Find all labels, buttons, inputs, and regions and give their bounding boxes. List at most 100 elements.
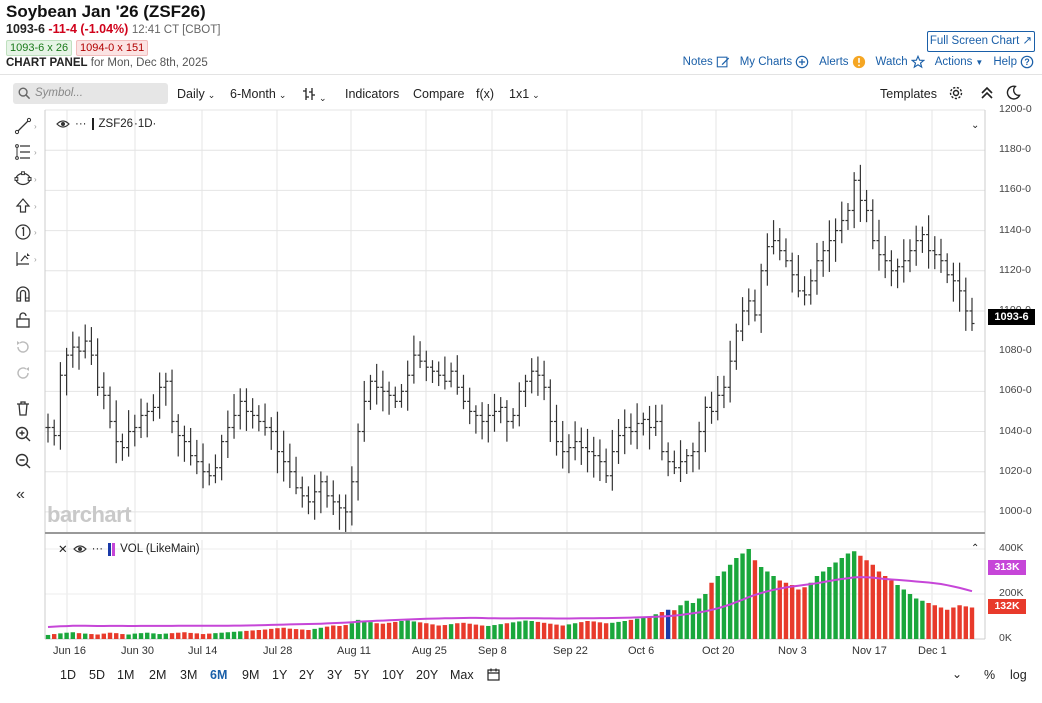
undo-button[interactable] — [14, 337, 38, 357]
volume-bar — [802, 587, 807, 639]
delete-button[interactable] — [14, 398, 38, 418]
help-link[interactable]: Help ? — [993, 55, 1034, 69]
eye-icon[interactable] — [56, 119, 70, 129]
period-6m[interactable]: 6M — [210, 668, 228, 682]
indicators-button[interactable]: Indicators — [345, 87, 400, 101]
range-dropdown[interactable]: 6-Month ⌄ — [230, 87, 286, 101]
volume-bar — [176, 632, 181, 639]
ohlc-bar — [814, 242, 820, 295]
zoom-out-button[interactable] — [14, 451, 38, 471]
period-max[interactable]: Max — [450, 668, 474, 682]
annotation-tool[interactable]: › — [14, 222, 38, 242]
volume-bars — [45, 549, 975, 639]
trend-line-tool[interactable]: › — [14, 116, 38, 136]
volume-bar — [535, 621, 541, 639]
volume-legend[interactable]: ✕ ··· VOL (LikeMain) — [58, 542, 200, 556]
volume-bar — [665, 609, 671, 639]
period-5y[interactable]: 5Y — [354, 668, 370, 682]
more-options-icon[interactable]: ··· — [75, 118, 87, 130]
trash-icon — [17, 401, 29, 416]
period-2m[interactable]: 2M — [149, 668, 167, 682]
ohlc-bar — [355, 423, 361, 501]
fx-button[interactable]: f(x) — [476, 87, 495, 101]
volume-bar — [913, 598, 919, 639]
ohlc-bar — [330, 480, 336, 515]
last-price: 1093-6 — [6, 22, 45, 36]
arrow-tool[interactable]: › — [14, 196, 38, 216]
period-1d[interactable]: 1D — [60, 668, 76, 682]
period-2y[interactable]: 2Y — [299, 668, 315, 682]
close-icon[interactable]: ✕ — [58, 544, 68, 556]
redo-button[interactable] — [14, 363, 38, 383]
volume-bar — [163, 633, 169, 639]
legend-collapse-icon[interactable]: ⌄ — [971, 120, 980, 131]
ohlc-bar — [448, 362, 454, 388]
compare-button[interactable]: Compare — [413, 87, 465, 101]
ohlc-bar — [498, 397, 504, 424]
alerts-link[interactable]: Alerts — [819, 55, 865, 69]
volume-bar — [746, 549, 751, 639]
period-3y[interactable]: 3Y — [327, 668, 343, 682]
full-screen-chart-button[interactable]: Full Screen Chart ↗ — [927, 31, 1035, 52]
panel-date: for Mon, Dec 8th, 2025 — [90, 57, 208, 69]
period-expand-icon[interactable]: ⌄ — [952, 667, 963, 681]
ohlc-bar — [324, 475, 330, 508]
my-charts-link[interactable]: My Charts — [740, 55, 809, 69]
actions-menu[interactable]: Actions ▼ — [935, 56, 984, 68]
ohlc-bar — [82, 324, 88, 359]
collapse-toolbar-button[interactable]: « — [16, 485, 40, 505]
volume-collapse-icon[interactable]: ⌃ — [971, 543, 980, 554]
ohlc-bar — [256, 405, 262, 432]
fib-tool[interactable]: › — [14, 142, 38, 162]
ohlc-bar — [690, 442, 696, 473]
ohlc-bar — [802, 276, 808, 306]
shape-tool[interactable]: › — [14, 169, 38, 189]
ohlc-bars — [45, 164, 975, 532]
theme-toggle-button[interactable] — [1006, 85, 1021, 103]
period-20y[interactable]: 20Y — [416, 668, 439, 682]
ohlc-bar — [318, 471, 324, 514]
log-toggle[interactable]: log — [1010, 668, 1027, 682]
settings-button[interactable] — [948, 85, 964, 104]
period-3m[interactable]: 3M — [180, 668, 198, 682]
collapse-button[interactable] — [980, 85, 994, 104]
ohlc-bar — [957, 262, 963, 312]
zoom-in-button[interactable] — [14, 424, 38, 444]
volume-bar — [752, 560, 758, 639]
interval-dropdown[interactable]: Daily ⌄ — [177, 87, 215, 101]
header-divider — [0, 74, 1042, 75]
period-5d[interactable]: 5D — [89, 668, 105, 682]
bar-type-dropdown[interactable]: ⌄ — [302, 87, 327, 104]
percent-toggle[interactable]: % — [984, 668, 996, 682]
ohlc-bar — [380, 370, 386, 412]
volume-bar — [349, 623, 355, 639]
eye-icon[interactable] — [72, 544, 87, 554]
magnet-tool[interactable] — [14, 284, 38, 304]
lock-tool[interactable] — [14, 310, 38, 330]
period-10y[interactable]: 10Y — [382, 668, 405, 682]
watch-link[interactable]: Watch — [876, 55, 925, 69]
volume-bar — [957, 605, 962, 639]
period-9m[interactable]: 9M — [242, 668, 260, 682]
period-1y[interactable]: 1Y — [272, 668, 288, 682]
more-options-icon[interactable]: ··· — [91, 543, 104, 555]
ohlc-bar — [913, 225, 919, 266]
layout-dropdown[interactable]: 1x1 ⌄ — [509, 87, 540, 101]
period-1m[interactable]: 1M — [117, 668, 135, 682]
volume-legend-label: VOL (LikeMain) — [120, 543, 200, 555]
ohlc-bar — [442, 356, 448, 390]
calendar-icon[interactable] — [487, 668, 500, 681]
volume-bar — [138, 633, 144, 639]
templates-button[interactable]: Templates — [880, 87, 937, 101]
main-legend[interactable]: ··· ZSF26·1D· — [56, 118, 156, 130]
measure-tool[interactable]: › — [14, 249, 38, 269]
vol-tick-label: 200K — [999, 587, 1024, 599]
notes-link[interactable]: Notes — [683, 55, 730, 69]
volume-bar — [703, 594, 708, 639]
numbered-marker-icon — [15, 224, 31, 240]
symbol-search-input[interactable]: Symbol... — [13, 83, 168, 104]
volume-bar — [479, 625, 485, 639]
ohlc-bar — [715, 375, 721, 421]
ohlc-bar — [219, 434, 225, 481]
